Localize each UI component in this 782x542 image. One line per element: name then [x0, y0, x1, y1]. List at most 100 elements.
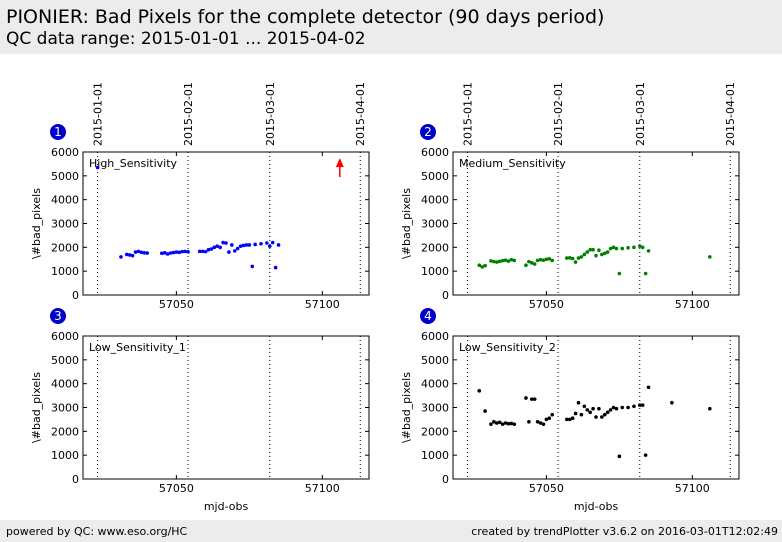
data-point	[235, 246, 240, 251]
panel-index-badge	[50, 308, 66, 324]
data-point	[203, 249, 208, 254]
y-tick-label: 3000	[51, 402, 79, 415]
data-point	[276, 243, 281, 247]
y-tick-label: 3000	[421, 218, 449, 231]
data-point	[168, 251, 173, 255]
y-tick-label: 0	[72, 289, 79, 302]
data-point	[646, 249, 651, 253]
data-point	[171, 250, 176, 255]
y-tick-label: 6000	[421, 146, 449, 159]
data-point	[585, 408, 590, 412]
data-point	[573, 411, 578, 416]
data-point	[509, 257, 514, 262]
x-axis-label: mjd-obs	[574, 500, 619, 513]
y-tick-label: 1000	[421, 449, 449, 462]
y-tick-label: 2000	[421, 425, 449, 438]
chart-panel-3: 0 1000 2000 3000 4000 5000 6000 57050 57100 Low_S…	[30, 308, 370, 513]
x-tick-label: 57050	[529, 482, 564, 495]
date-label: 2015-02-01	[552, 82, 565, 146]
date-label: 2015-01-01	[462, 82, 475, 146]
data-point	[165, 252, 170, 256]
data-point	[259, 241, 263, 246]
y-tick-label: 1000	[421, 265, 449, 278]
series-label: Low_Sensitivity_2	[459, 341, 556, 354]
data-point	[500, 258, 505, 263]
data-point	[529, 261, 534, 265]
x-tick-label: 57050	[529, 298, 564, 311]
data-point	[570, 256, 575, 261]
data-point	[215, 244, 220, 248]
data-point	[582, 252, 587, 257]
data-point	[477, 263, 482, 268]
data-point	[95, 165, 100, 170]
panel-index-label: 1	[54, 125, 62, 139]
date-label: 2015-02-01	[182, 82, 195, 146]
data-point	[605, 250, 610, 254]
data-point	[565, 417, 569, 422]
data-point	[218, 245, 222, 250]
footer-credit: powered by QC: www.eso.org/HC	[6, 525, 188, 538]
data-point	[597, 248, 601, 252]
data-point	[500, 422, 505, 426]
data-point	[708, 406, 712, 411]
series-label: High_Sensitivity	[89, 157, 178, 170]
data-point	[477, 389, 482, 393]
y-tick-label: 6000	[51, 330, 79, 343]
data-point	[124, 252, 129, 257]
data-point	[602, 412, 607, 417]
data-point	[567, 256, 572, 260]
data-point	[538, 421, 543, 425]
data-point	[614, 406, 619, 411]
panel-index-badge	[420, 124, 436, 140]
data-point	[708, 255, 712, 259]
data-point	[640, 403, 645, 407]
y-tick-label: 2000	[51, 241, 79, 254]
data-point	[497, 259, 502, 264]
data-point	[503, 421, 508, 425]
y-tick-label: 5000	[421, 170, 449, 183]
data-point	[565, 256, 569, 260]
date-label: 2015-01-01	[92, 82, 105, 146]
data-point	[492, 420, 496, 424]
page-title: PIONIER: Bad Pixels for the complete det…	[6, 6, 605, 28]
x-axis-label: mjd-obs	[204, 500, 249, 513]
y-tick-label: 4000	[51, 378, 79, 391]
data-point	[497, 420, 502, 425]
data-point	[670, 400, 674, 405]
data-point	[532, 262, 537, 266]
date-label: 2015-04-01	[354, 82, 367, 146]
data-point	[512, 422, 517, 426]
data-point	[142, 251, 147, 255]
data-point	[535, 420, 540, 424]
date-label: 2015-03-01	[634, 82, 647, 146]
data-point	[241, 243, 246, 248]
data-point	[532, 397, 537, 401]
data-point	[579, 412, 584, 417]
data-point	[632, 404, 636, 409]
data-point	[206, 247, 211, 252]
data-point	[267, 244, 272, 248]
footer-created: created by trendPlotter v3.6.2 on 2016-0…	[471, 525, 778, 538]
plot-frame	[452, 151, 740, 296]
panel-index-badge	[50, 124, 66, 140]
data-point	[594, 253, 598, 258]
data-point	[527, 420, 531, 424]
date-label: 2015-03-01	[264, 82, 277, 146]
data-point	[643, 271, 648, 276]
y-tick-label: 0	[72, 473, 79, 486]
data-point	[637, 244, 642, 248]
y-tick-label: 2000	[51, 425, 79, 438]
y-axis-label: \#bad_pixels	[400, 188, 413, 259]
x-tick-label: 57050	[159, 482, 194, 495]
data-point	[209, 247, 214, 251]
data-point	[221, 240, 225, 245]
page-subtitle: QC data range: 2015-01-01 ... 2015-04-02	[6, 29, 366, 49]
date-label: 2015-04-01	[724, 82, 737, 146]
plot-frame	[82, 335, 370, 480]
data-point	[637, 403, 642, 407]
data-point	[620, 246, 625, 251]
data-point	[509, 421, 514, 426]
data-point	[576, 256, 581, 260]
x-tick-label: 57100	[305, 298, 340, 311]
